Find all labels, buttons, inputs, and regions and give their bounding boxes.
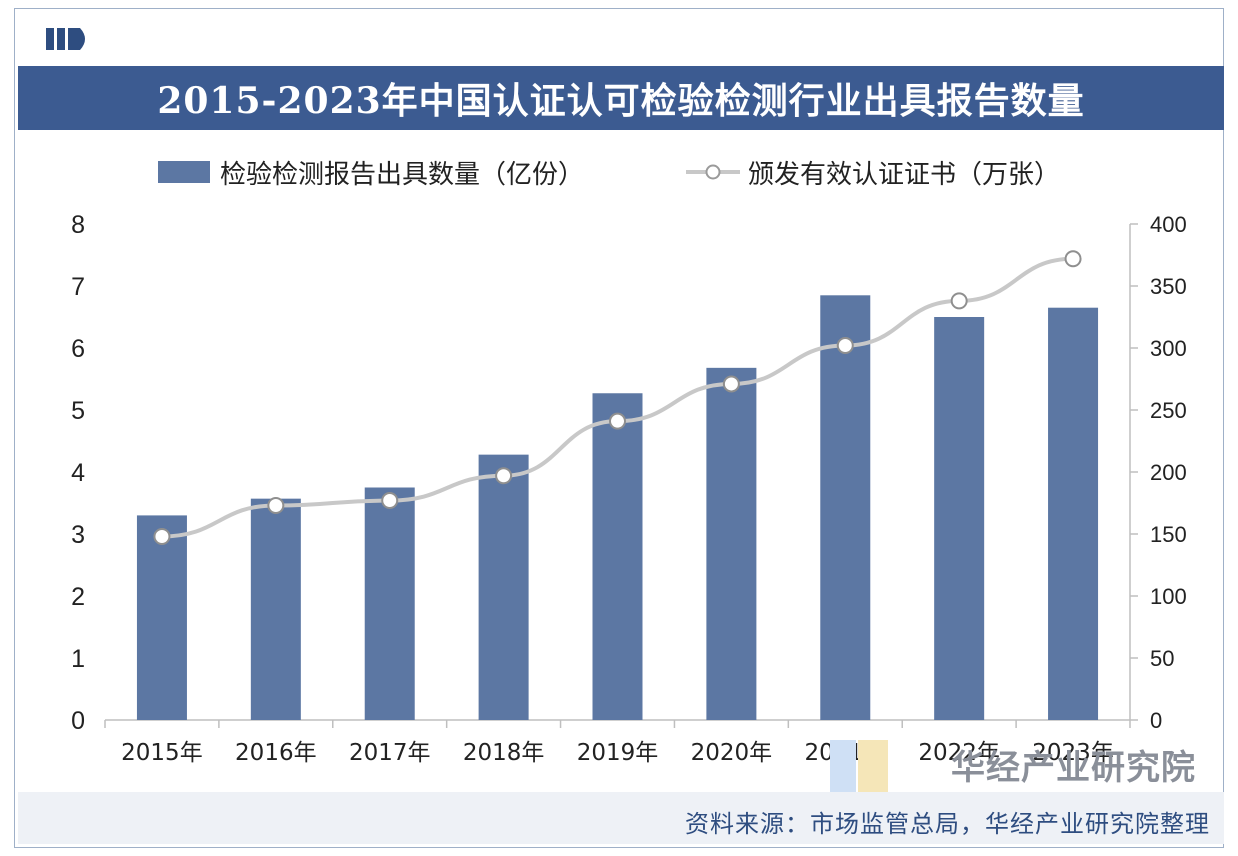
line-point [609, 412, 626, 430]
x-tick-label: 2023年 [1032, 740, 1114, 766]
watermark-logo-icon [830, 740, 888, 792]
y-right-tick-label: 50 [1150, 646, 1174, 671]
line-point [381, 492, 399, 510]
bar [250, 498, 301, 720]
x-tick-label: 2017年 [349, 740, 431, 766]
watermark: 华经产业研究院 [951, 748, 1196, 788]
x-tick-label: 2019年 [577, 740, 659, 766]
title-bar: 2015-2023年中国认证认可检验检测行业出具报告数量 [18, 66, 1224, 130]
line-point [722, 375, 740, 393]
y-left-tick-label: 7 [71, 273, 85, 301]
chart-frame [14, 8, 1224, 848]
x-tick-label: 2018年 [463, 740, 545, 766]
y-left-tick-label: 1 [71, 645, 85, 673]
x-tick-label: 2020年 [691, 740, 773, 766]
y-right-tick-label: 300 [1150, 336, 1187, 361]
y-left-tick-label: 5 [71, 397, 85, 425]
line-point [267, 496, 285, 514]
legend-line-marker-icon [686, 164, 740, 180]
y-left-tick-label: 0 [71, 707, 85, 735]
bar [1048, 307, 1099, 720]
source-bar [18, 792, 1224, 844]
bar [706, 367, 757, 720]
y-left-tick-label: 6 [71, 335, 85, 363]
line-point [836, 337, 854, 355]
legend-line-label: 颁发有效认证证书（万张） [748, 159, 1061, 190]
y-right-tick-label: 400 [1150, 212, 1187, 237]
y-right-tick-label: 250 [1150, 398, 1187, 423]
x-tick-label: 2016年 [235, 740, 317, 766]
legend: 检验检测报告出具数量（亿份） 颁发有效认证证书（万张） [0, 152, 1238, 192]
x-tick-label: 2015年 [121, 740, 203, 766]
bar [820, 295, 871, 720]
bar [364, 487, 415, 720]
chart-plot: 0 1 2 3 4 5 6 7 8 0 50 100 150 200 250 300 350 400 2015年 20… [71, 211, 1187, 766]
chart-title: 2015-2023年中国认证认可检验检测行业出具报告数量 [157, 80, 1085, 122]
line-point [495, 467, 513, 485]
logo-icon [46, 28, 85, 50]
x-tick-label: 2022年 [918, 740, 1000, 766]
y-left-tick-label: 3 [71, 521, 85, 549]
legend-bar-swatch [158, 161, 210, 183]
bar [934, 317, 985, 720]
y-right-tick-label: 150 [1150, 522, 1187, 547]
y-right-tick-label: 350 [1150, 274, 1187, 299]
y-left-tick-label: 8 [71, 211, 85, 239]
legend-bar-label: 检验检测报告出具数量（亿份） [220, 159, 585, 190]
line-point [1064, 250, 1082, 268]
line-point [950, 292, 968, 310]
bar [478, 454, 529, 720]
legend-item-line: 颁发有效认证证书（万张） [686, 152, 1060, 192]
y-right-tick-label: 0 [1150, 708, 1162, 733]
bar [592, 393, 643, 720]
y-right-tick-label: 100 [1150, 584, 1187, 609]
y-left-tick-label: 4 [71, 459, 85, 487]
y-left-tick-label: 2 [71, 583, 85, 611]
line-point [153, 527, 171, 545]
source-text: 资料来源：市场监管总局，华经产业研究院整理 [685, 810, 1210, 838]
y-right-tick-label: 200 [1150, 460, 1187, 485]
bar [136, 515, 187, 720]
legend-item-bar: 检验检测报告出具数量（亿份） [158, 152, 584, 192]
